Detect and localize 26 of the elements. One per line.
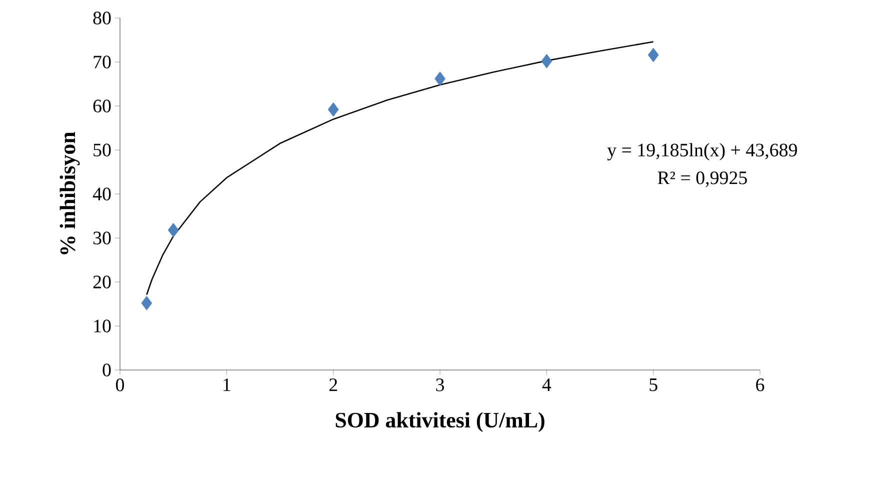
x-tick-label: 3 [436,378,444,392]
x-tick-label: 6 [756,378,764,392]
x-tick-label: 2 [329,378,338,392]
x-tick-label: 1 [224,378,230,392]
y-tick-label: 50 [94,144,111,156]
annotation: y = 19,185ln(x) + 43,689 [607,143,797,160]
point [434,72,446,86]
y-tick-label: 40 [92,188,111,200]
point [541,54,552,68]
y-tick-label: 60 [93,100,111,112]
y-tick-label: 30 [93,232,111,244]
y-tick-label: 80 [93,12,111,24]
x-tick-label: 4 [542,378,552,391]
x-tick-label: 5 [650,378,658,392]
x-axis-title: SOD aktivitesi (U/mL) [336,412,544,432]
x-tick-label: 0 [116,378,124,392]
y-axis-title: % inhibisyon [60,132,80,254]
y-tick-label: 10 [94,320,111,332]
point [168,222,179,238]
annotation: R² = 0,9925 [658,171,747,187]
point [141,296,152,310]
y-tick-label: 70 [94,56,111,68]
y-tick-label: 0 [102,364,111,376]
y-tick-label: 20 [93,276,111,288]
point [328,102,339,117]
point [648,48,659,62]
